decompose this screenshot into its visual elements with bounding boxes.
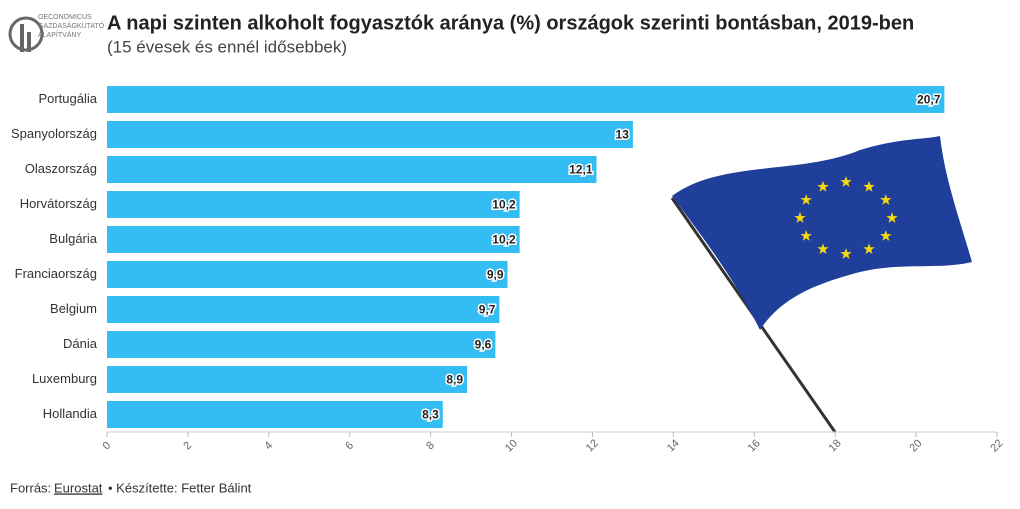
x-tick-label: 14 [665,437,682,454]
value-label: 8,3 [422,408,439,422]
flag-star [794,212,806,223]
bar [107,191,520,218]
flag-star [840,248,852,259]
y-tick-label: Olaszország [25,161,97,176]
bar [107,296,500,323]
flag-star [817,180,829,192]
flag-star [880,194,892,205]
x-tick-label: 12 [584,437,601,454]
logo-text: ALAPÍTVÁNY [38,30,82,39]
flag [670,136,972,433]
value-label: 12,1 [569,163,593,177]
value-label: 10,2 [492,233,516,247]
bar [107,156,597,183]
y-tick-label: Luxemburg [32,371,97,386]
x-tick-label: 18 [827,437,844,454]
flag-star [817,243,829,254]
bar [107,86,945,113]
bar [107,401,443,428]
y-tick-label: Portugália [38,91,97,106]
y-tick-label: Bulgária [49,231,97,246]
flag-cloth [672,136,972,330]
logo-bar [20,24,24,52]
x-tick-label: 22 [988,437,1005,454]
footer: Forrás: Eurostat • Készítette: Fetter Bá… [10,480,252,495]
bar [107,366,468,393]
chart-subtitle: (15 évesek és ennél idősebbek) [107,37,347,56]
x-tick-label: 6 [343,440,356,453]
bar [107,331,496,358]
y-tick-label: Dánia [63,336,98,351]
logo-text: GAZDASÁGKUTATÓ [38,21,105,30]
value-label: 13 [616,128,630,142]
value-label: 20,7 [917,93,941,107]
logo-text: OECONOMICUS [38,14,92,21]
chart-title: A napi szinten alkoholt fogyasztók arány… [107,12,914,34]
flag-star [863,180,875,192]
credit: • Készítette: Fetter Bálint [108,480,252,495]
bar [107,226,520,253]
flag-star [840,176,852,187]
x-tick-label: 4 [262,440,275,453]
flag-star [886,212,898,223]
logo-ring [8,16,44,52]
logo-bar [27,32,31,52]
logo: OECONOMICUS GAZDASÁGKUTATÓ ALAPÍTVÁNY [8,14,105,52]
bar [107,261,508,288]
x-tick-label: 2 [181,440,194,453]
flag-star [800,230,812,241]
y-tick-label: Spanyolország [11,126,97,141]
x-tick-label: 0 [101,440,114,453]
flag-star [880,230,892,241]
bar [107,121,633,148]
value-label: 10,2 [492,198,516,212]
flag-star [800,194,812,205]
x-tick-label: 8 [424,440,437,453]
source-link[interactable]: Eurostat [54,480,103,495]
y-tick-label: Belgium [50,301,97,316]
x-tick-label: 16 [746,437,763,454]
value-label: 9,7 [479,303,496,317]
value-label: 9,9 [487,268,504,282]
source-prefix: Forrás: [10,480,51,495]
x-tick-label: 20 [907,437,924,454]
y-tick-label: Hollandia [43,406,98,421]
y-tick-label: Franciaország [15,266,97,281]
value-label: 9,6 [475,338,492,352]
value-label: 8,9 [446,373,463,387]
y-tick-label: Horvátország [20,196,97,211]
flag-stars [794,176,898,259]
flag-star [863,243,875,254]
x-tick-label: 10 [503,437,520,454]
